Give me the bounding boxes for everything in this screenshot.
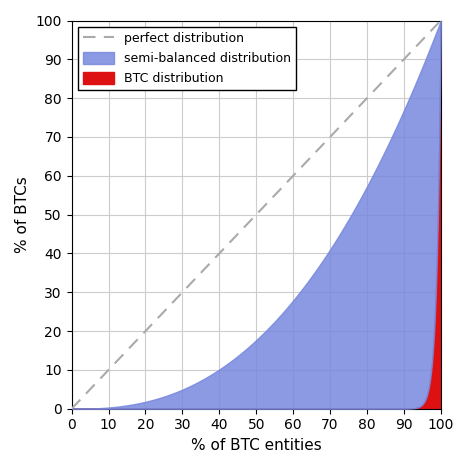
Legend: perfect distribution, semi-balanced distribution, BTC distribution: perfect distribution, semi-balanced dist… [78,27,296,90]
X-axis label: % of BTC entities: % of BTC entities [191,438,322,453]
Y-axis label: % of BTCs: % of BTCs [15,176,30,253]
